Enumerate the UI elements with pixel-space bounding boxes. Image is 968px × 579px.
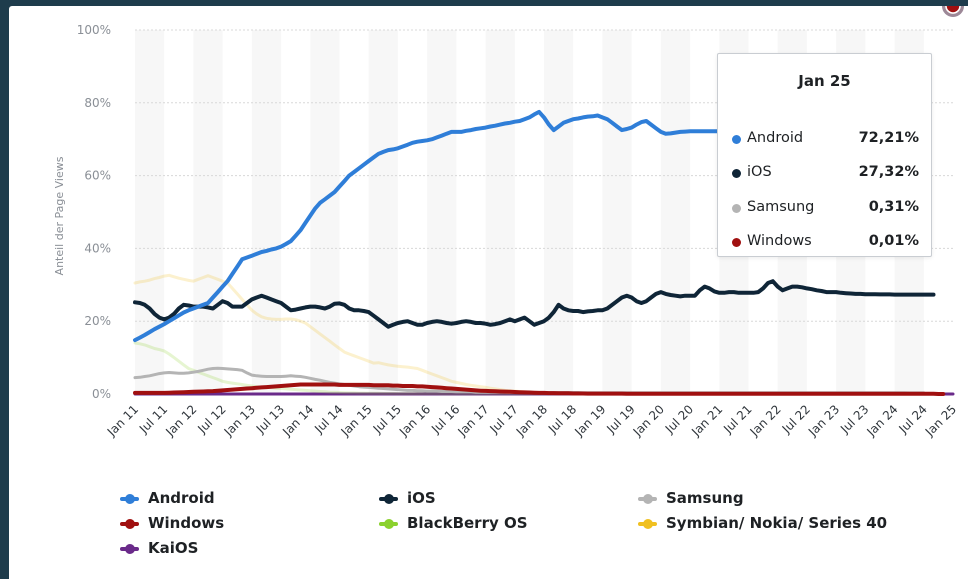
windows-legend-icon [120,519,139,529]
legend-label: BlackBerry OS [407,514,528,532]
x-tick-label: Jan 12 [162,402,199,439]
plot-band [251,30,282,394]
android-legend-icon [120,494,139,504]
y-tick-label: 0% [92,387,111,401]
windows-dot-icon [732,238,741,247]
plot-band [660,30,691,394]
tooltip-title: Jan 25 [798,72,851,90]
plot-band [544,30,574,394]
tooltip-row-android: Android 72,21% [718,130,931,150]
blackberry-legend-icon [379,519,398,529]
y-axis-label: Anteil der Page Views [53,156,66,275]
chart-panel: 0% 20% 40% 60% 80% 100% Anteil der Page Views… [9,6,968,579]
tooltip-series-name: Android [747,130,804,146]
plot-band [602,30,632,394]
samsung-legend-icon [638,494,657,504]
x-tick-label: Jan 18 [513,402,550,439]
y-tick-label: 20% [84,314,111,328]
y-tick-label: 60% [84,169,111,183]
tooltip-series-name: Windows [747,233,812,249]
hover-tooltip: Jan 25 Android 72,21% iOS 27,32% Samsung… [717,53,932,257]
x-tick-label: Jan 21 [688,402,725,439]
ios-legend-icon [379,494,398,504]
x-tick-label: Jan 13 [221,402,258,439]
x-tick-label: Jan 23 [805,402,842,439]
plot-band [427,30,457,394]
tooltip-series-value: 0,31% [868,199,919,215]
y-tick-label: 100% [77,23,111,37]
ios-dot-icon [732,169,741,178]
kaios-legend-icon [120,544,139,554]
legend-label: Windows [148,514,225,532]
x-tick-label: Jan 15 [338,402,375,439]
legend-label: Android [148,489,215,507]
legend-label: KaiOS [148,539,199,557]
line-chart: 0% 20% 40% 60% 80% 100% Anteil der Page Views… [53,6,964,439]
x-tick-label: Jan 19 [571,402,608,439]
x-tick-label: Jan 11 [104,402,141,439]
plot-band [193,30,223,394]
tooltip-series-value: 72,21% [858,130,919,146]
plot-band [368,30,398,394]
series-lines [133,109,955,396]
series-line-ios [133,279,936,329]
x-tick-label: Jan 14 [279,402,316,439]
legend-label: Symbian/ Nokia/ Series 40 [666,514,888,532]
tooltip-row-ios: iOS 27,32% [718,164,931,184]
tooltip-series-value: 27,32% [858,164,919,180]
y-axis-ticks: 0% 20% 40% 60% 80% 100% [77,23,111,401]
tooltip-row-samsung: Samsung 0,31% [718,199,931,219]
tooltip-series-name: iOS [747,164,772,180]
y-tick-label: 80% [84,96,111,110]
hover-markers [942,6,964,17]
tooltip-row-windows: Windows 0,01% [718,233,931,253]
tooltip-series-value: 0,01% [868,233,919,249]
series-line-windows [133,382,946,396]
android-dot-icon [732,135,741,144]
legend-label: Samsung [666,489,744,507]
x-tick-label: Jan 22 [747,402,784,439]
x-tick-label: Jan 24 [864,402,901,439]
plot-band [485,30,515,394]
tooltip-series-name: Samsung [747,199,815,215]
legend-label: iOS [407,489,436,507]
y-tick-label: 40% [84,241,111,255]
plot-background-bands [135,30,924,394]
samsung-dot-icon [732,204,741,213]
symbian-legend-icon [638,519,657,529]
x-tick-label: Jan 16 [396,402,433,439]
x-tick-label: Jan 20 [630,402,667,439]
x-tick-label: Jan 25 [922,402,959,439]
marker-point [945,6,961,14]
x-tick-label: Jan 17 [455,402,492,439]
